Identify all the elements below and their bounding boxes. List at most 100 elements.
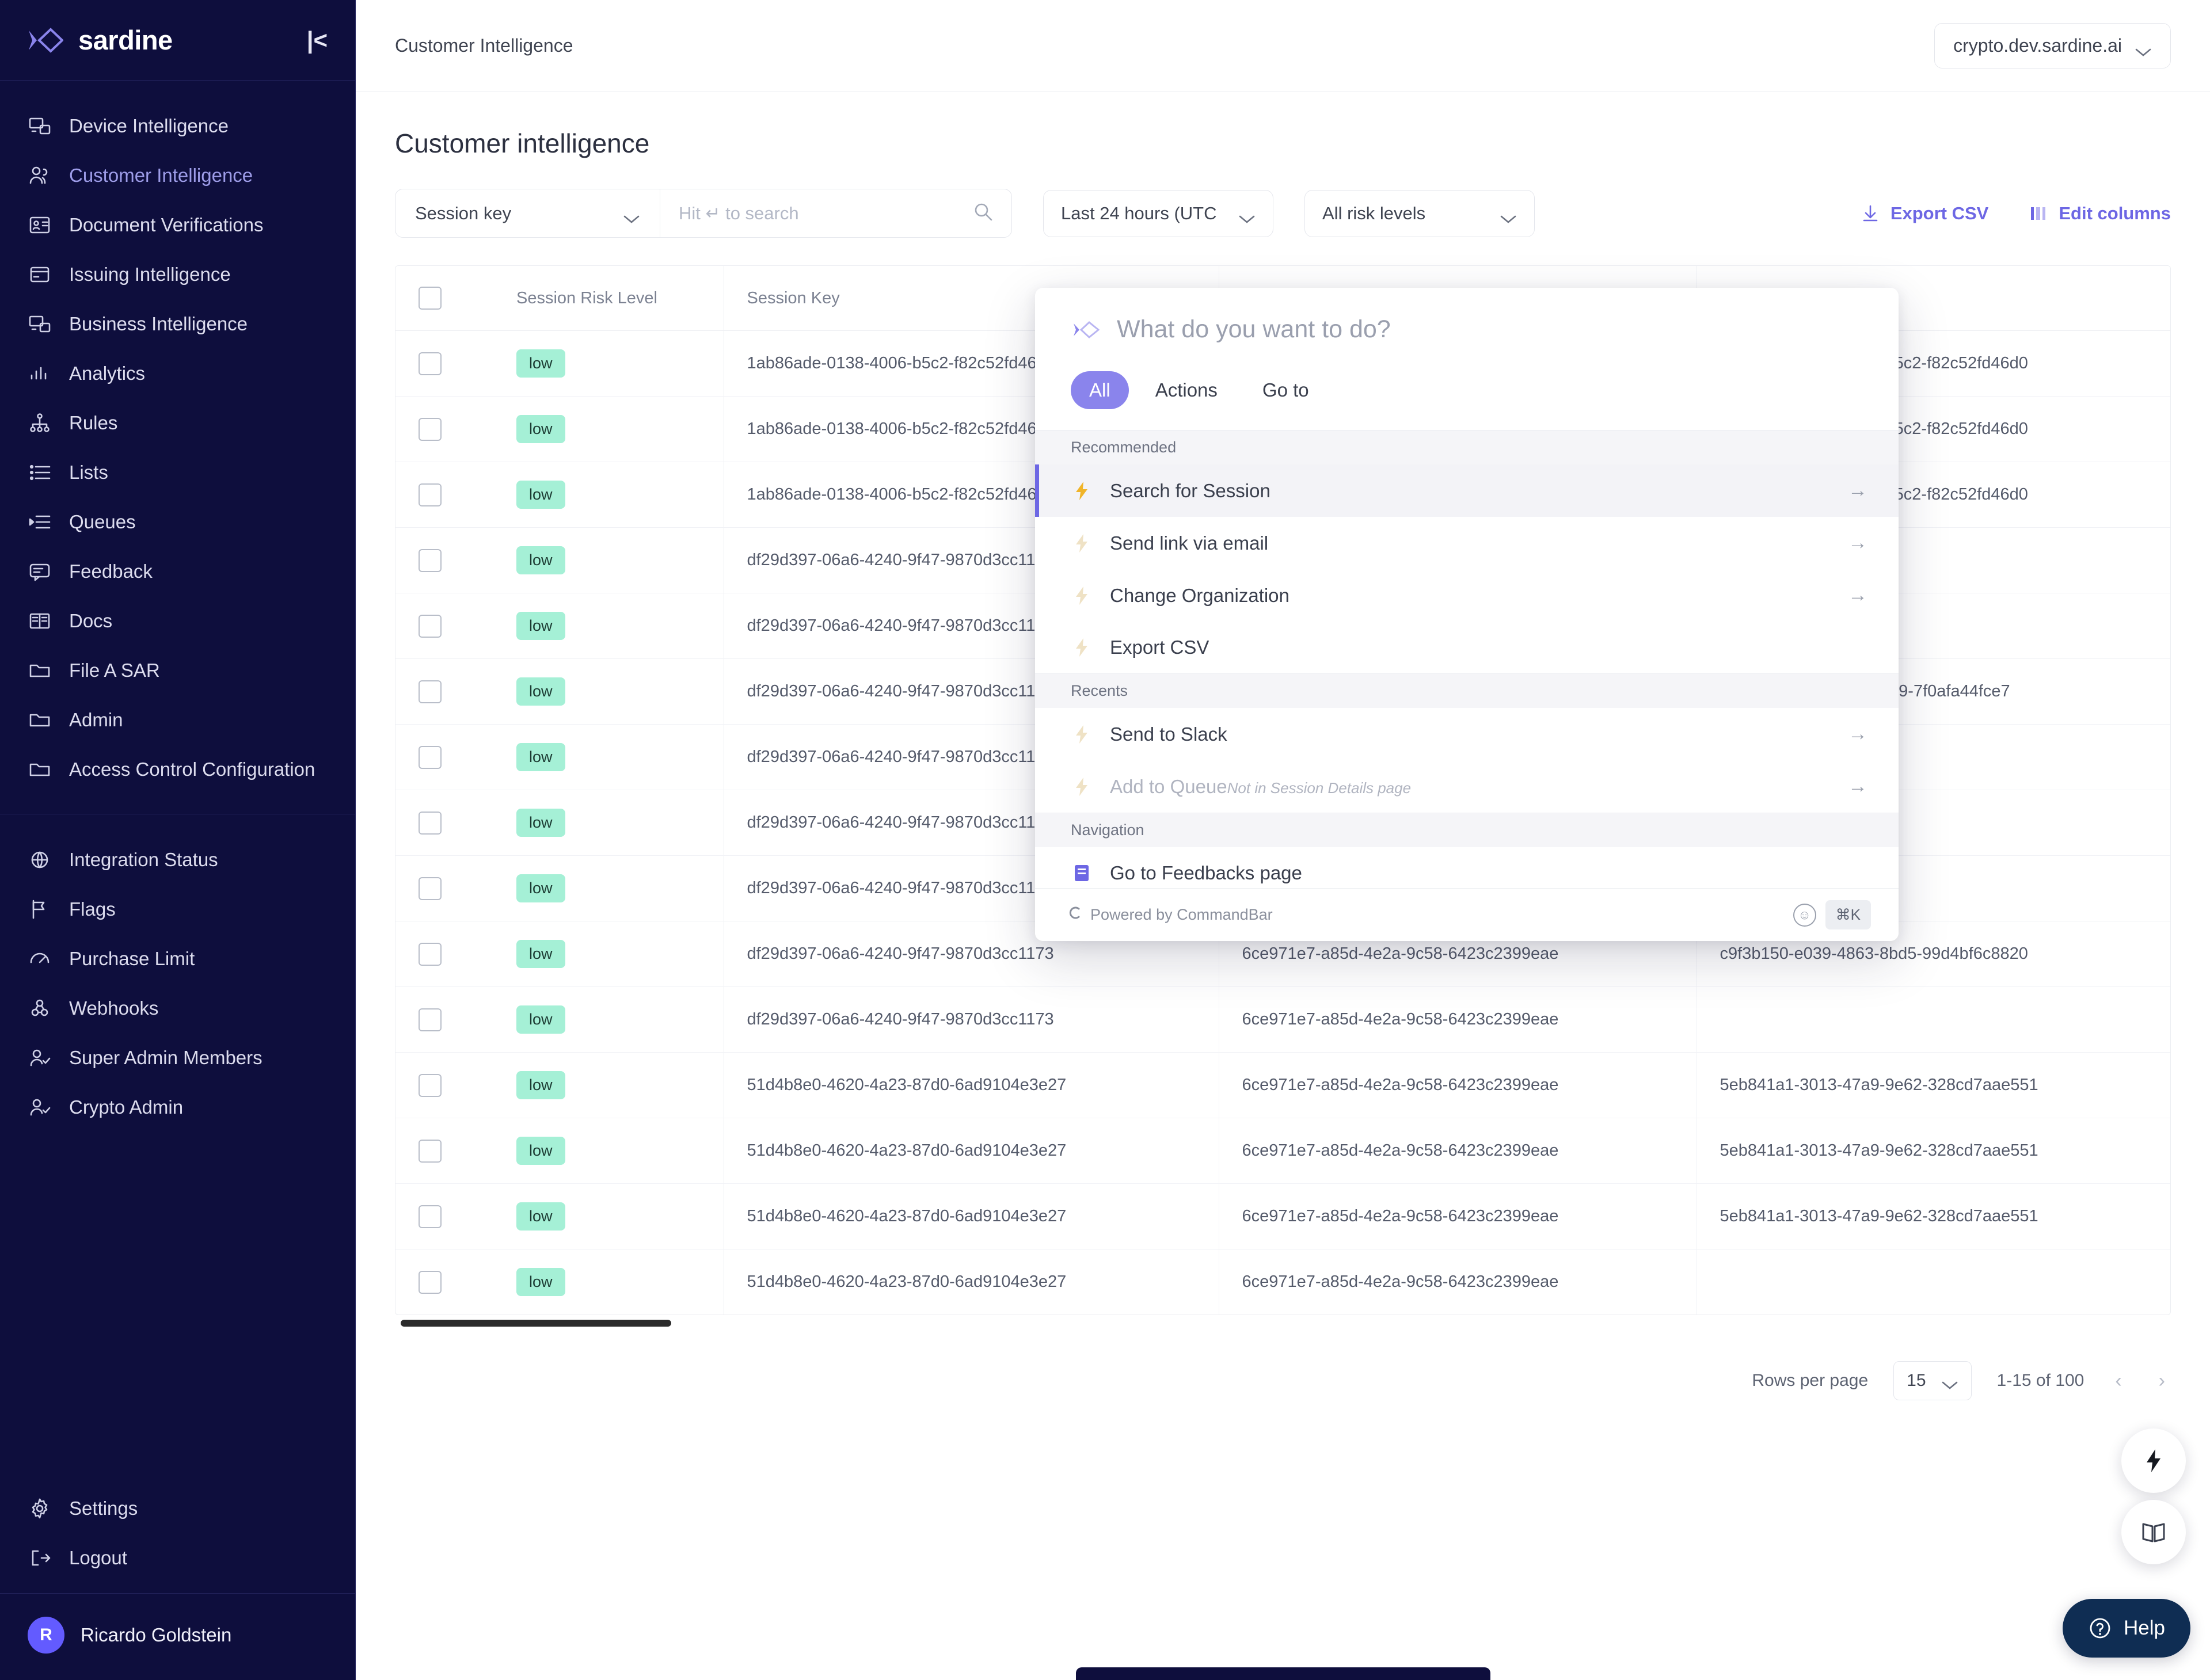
select-all-checkbox[interactable] <box>419 287 442 310</box>
sidebar-item-business-intelligence[interactable]: Business Intelligence <box>0 299 355 349</box>
sidebar-item-issuing-intelligence[interactable]: Issuing Intelligence <box>0 250 355 299</box>
sidebar-item-customer-intelligence[interactable]: Customer Intelligence <box>0 151 355 200</box>
command-palette-tab-all[interactable]: All <box>1071 371 1129 409</box>
cell-transaction-id[interactable]: 5eb841a1-3013-47a9-9e62-328cd7aae551 <box>1697 1118 2170 1184</box>
sidebar-item-purchase-limit[interactable]: Purchase Limit <box>0 934 355 984</box>
sidebar-item-rules[interactable]: Rules <box>0 398 355 448</box>
sidebar-item-admin[interactable]: Admin <box>0 695 355 745</box>
risk-level-select[interactable]: All risk levels <box>1304 189 1535 237</box>
command-palette-item-add-to-queue[interactable]: Add to QueueNot in Session Details page → <box>1035 760 1899 813</box>
row-checkbox[interactable] <box>419 614 442 638</box>
command-palette-item-send-link-via-email[interactable]: Send link via email → <box>1035 517 1899 569</box>
prev-page-button[interactable]: ‹ <box>2115 1369 2122 1392</box>
export-csv-button[interactable]: Export CSV <box>1861 203 1988 224</box>
sidebar-item-logout[interactable]: Logout <box>0 1533 355 1583</box>
status-badge: low <box>516 1071 565 1099</box>
row-checkbox[interactable] <box>419 1270 442 1294</box>
sidebar-item-file-a-sar[interactable]: File A SAR <box>0 646 355 695</box>
users-icon <box>28 163 52 188</box>
help-button[interactable]: Help <box>2063 1599 2190 1658</box>
command-palette-item-send-to-slack[interactable]: Send to Slack → <box>1035 708 1899 760</box>
sidebar-item-access-control-configuration[interactable]: Access Control Configuration <box>0 745 355 794</box>
cell-user-id[interactable]: 6ce971e7-a85d-4e2a-9c58-6423c2399eae <box>1219 1118 1697 1184</box>
cell-user-id[interactable]: 6ce971e7-a85d-4e2a-9c58-6423c2399eae <box>1219 986 1697 1053</box>
cell-transaction-id[interactable]: c9f3b150-e039-4863-8bd5-99d4bf6c8820 <box>1697 921 2170 987</box>
main-area: Customer Intelligence crypto.dev.sardine… <box>356 0 2210 1680</box>
org-selector[interactable]: crypto.dev.sardine.ai <box>1934 23 2171 68</box>
command-palette-item-go-to-feedbacks-page[interactable]: Go to Feedbacks page <box>1035 847 1899 888</box>
row-checkbox[interactable] <box>419 417 442 441</box>
sidebar-item-analytics[interactable]: Analytics <box>0 349 355 398</box>
table-row[interactable]: low 51d4b8e0-4620-4a23-87d0-6ad9104e3e27 6… <box>395 1183 2170 1249</box>
cell-transaction-id[interactable]: 5eb841a1-3013-47a9-9e62-328cd7aae551 <box>1697 1183 2170 1249</box>
command-palette-results[interactable]: Recommended Search for Session → Send link … <box>1035 430 1899 888</box>
cell-user-id[interactable]: 6ce971e7-a85d-4e2a-9c58-6423c2399eae <box>1219 1183 1697 1249</box>
sidebar-item-flags[interactable]: Flags <box>0 885 355 934</box>
cell-session-key[interactable]: 51d4b8e0-4620-4a23-87d0-6ad9104e3e27 <box>724 1052 1219 1118</box>
sidebar-item-crypto-admin[interactable]: Crypto Admin <box>0 1083 355 1132</box>
command-palette-input[interactable] <box>1117 315 1861 344</box>
search-input[interactable] <box>679 203 964 224</box>
rows-per-page-select[interactable]: 15 <box>1893 1361 1972 1400</box>
docs-fab-button[interactable] <box>2121 1500 2186 1564</box>
cell-transaction-id[interactable]: 5eb841a1-3013-47a9-9e62-328cd7aae551 <box>1697 1052 2170 1118</box>
date-range-select[interactable]: Last 24 hours (UTC <box>1043 189 1273 237</box>
sidebar-item-settings[interactable]: Settings <box>0 1484 355 1533</box>
row-checkbox[interactable] <box>419 942 442 966</box>
command-palette-item-change-organization[interactable]: Change Organization → <box>1035 569 1899 622</box>
horizontal-scrollbar[interactable] <box>395 1320 2171 1329</box>
cell-session-key[interactable]: 51d4b8e0-4620-4a23-87d0-6ad9104e3e27 <box>724 1118 1219 1184</box>
sidebar-item-integration-status[interactable]: Integration Status <box>0 835 355 885</box>
status-badge: low <box>516 1137 565 1165</box>
edit-columns-button[interactable]: Edit columns <box>2029 203 2171 224</box>
sidebar-item-device-intelligence[interactable]: Device Intelligence <box>0 101 355 151</box>
collapse-panel-icon[interactable]: |< <box>306 26 328 54</box>
cell-user-id[interactable]: 6ce971e7-a85d-4e2a-9c58-6423c2399eae <box>1219 1249 1697 1315</box>
sidebar-item-feedback[interactable]: Feedback <box>0 547 355 596</box>
cell-transaction-id[interactable] <box>1697 986 2170 1053</box>
row-checkbox[interactable] <box>419 680 442 703</box>
row-checkbox[interactable] <box>419 877 442 900</box>
lightning-fab-button[interactable] <box>2121 1428 2186 1493</box>
sidebar-item-lists[interactable]: Lists <box>0 448 355 497</box>
row-checkbox[interactable] <box>419 1008 442 1031</box>
row-checkbox[interactable] <box>419 548 442 572</box>
command-palette-tab-actions[interactable]: Actions <box>1155 379 1218 401</box>
cell-user-id[interactable]: 6ce971e7-a85d-4e2a-9c58-6423c2399eae <box>1219 1052 1697 1118</box>
emoji-feedback-icon[interactable]: ☺ <box>1793 903 1816 927</box>
sidebar-item-document-verifications[interactable]: Document Verifications <box>0 200 355 250</box>
cell-session-key[interactable]: 51d4b8e0-4620-4a23-87d0-6ad9104e3e27 <box>724 1249 1219 1315</box>
row-checkbox[interactable] <box>419 745 442 769</box>
search-icon[interactable] <box>973 202 993 224</box>
sidebar-item-super-admin-members[interactable]: Super Admin Members <box>0 1033 355 1083</box>
row-checkbox[interactable] <box>419 811 442 835</box>
command-palette-tab-go-to[interactable]: Go to <box>1262 379 1309 401</box>
row-select-cell <box>395 462 493 528</box>
row-checkbox[interactable] <box>419 1073 442 1097</box>
search-field-select[interactable]: Session key <box>395 189 660 237</box>
sidebar-user-profile[interactable]: R Ricardo Goldstein <box>0 1593 355 1680</box>
command-palette-item-export-csv[interactable]: Export CSV <box>1035 622 1899 673</box>
command-palette-item-search-for-session[interactable]: Search for Session → <box>1035 464 1899 517</box>
row-checkbox[interactable] <box>419 483 442 506</box>
row-checkbox[interactable] <box>419 1139 442 1163</box>
sidebar-item-webhooks[interactable]: Webhooks <box>0 984 355 1033</box>
cell-transaction-id[interactable] <box>1697 1249 2170 1315</box>
horizontal-scrollbar-thumb[interactable] <box>401 1320 671 1327</box>
cell-session-key[interactable]: df29d397-06a6-4240-9f47-9870d3cc1173 <box>724 921 1219 987</box>
sidebar-bottom-nav: Settings Logout <box>0 1463 355 1593</box>
row-checkbox[interactable] <box>419 352 442 375</box>
sidebar-item-queues[interactable]: Queues <box>0 497 355 547</box>
bottom-drawer-handle[interactable] <box>1075 1667 1490 1680</box>
table-row[interactable]: low 51d4b8e0-4620-4a23-87d0-6ad9104e3e27 6… <box>395 1052 2170 1118</box>
col-session-risk-level[interactable]: Session Risk Level <box>493 266 724 331</box>
row-checkbox[interactable] <box>419 1205 442 1228</box>
table-row[interactable]: low 51d4b8e0-4620-4a23-87d0-6ad9104e3e27 6… <box>395 1249 2170 1315</box>
cell-session-key[interactable]: 51d4b8e0-4620-4a23-87d0-6ad9104e3e27 <box>724 1183 1219 1249</box>
next-page-button[interactable]: › <box>2158 1369 2165 1392</box>
cell-session-key[interactable]: df29d397-06a6-4240-9f47-9870d3cc1173 <box>724 986 1219 1053</box>
sidebar-item-docs[interactable]: Docs <box>0 596 355 646</box>
cell-session-risk-level: low <box>493 1249 724 1315</box>
table-row[interactable]: low 51d4b8e0-4620-4a23-87d0-6ad9104e3e27 6… <box>395 1118 2170 1184</box>
